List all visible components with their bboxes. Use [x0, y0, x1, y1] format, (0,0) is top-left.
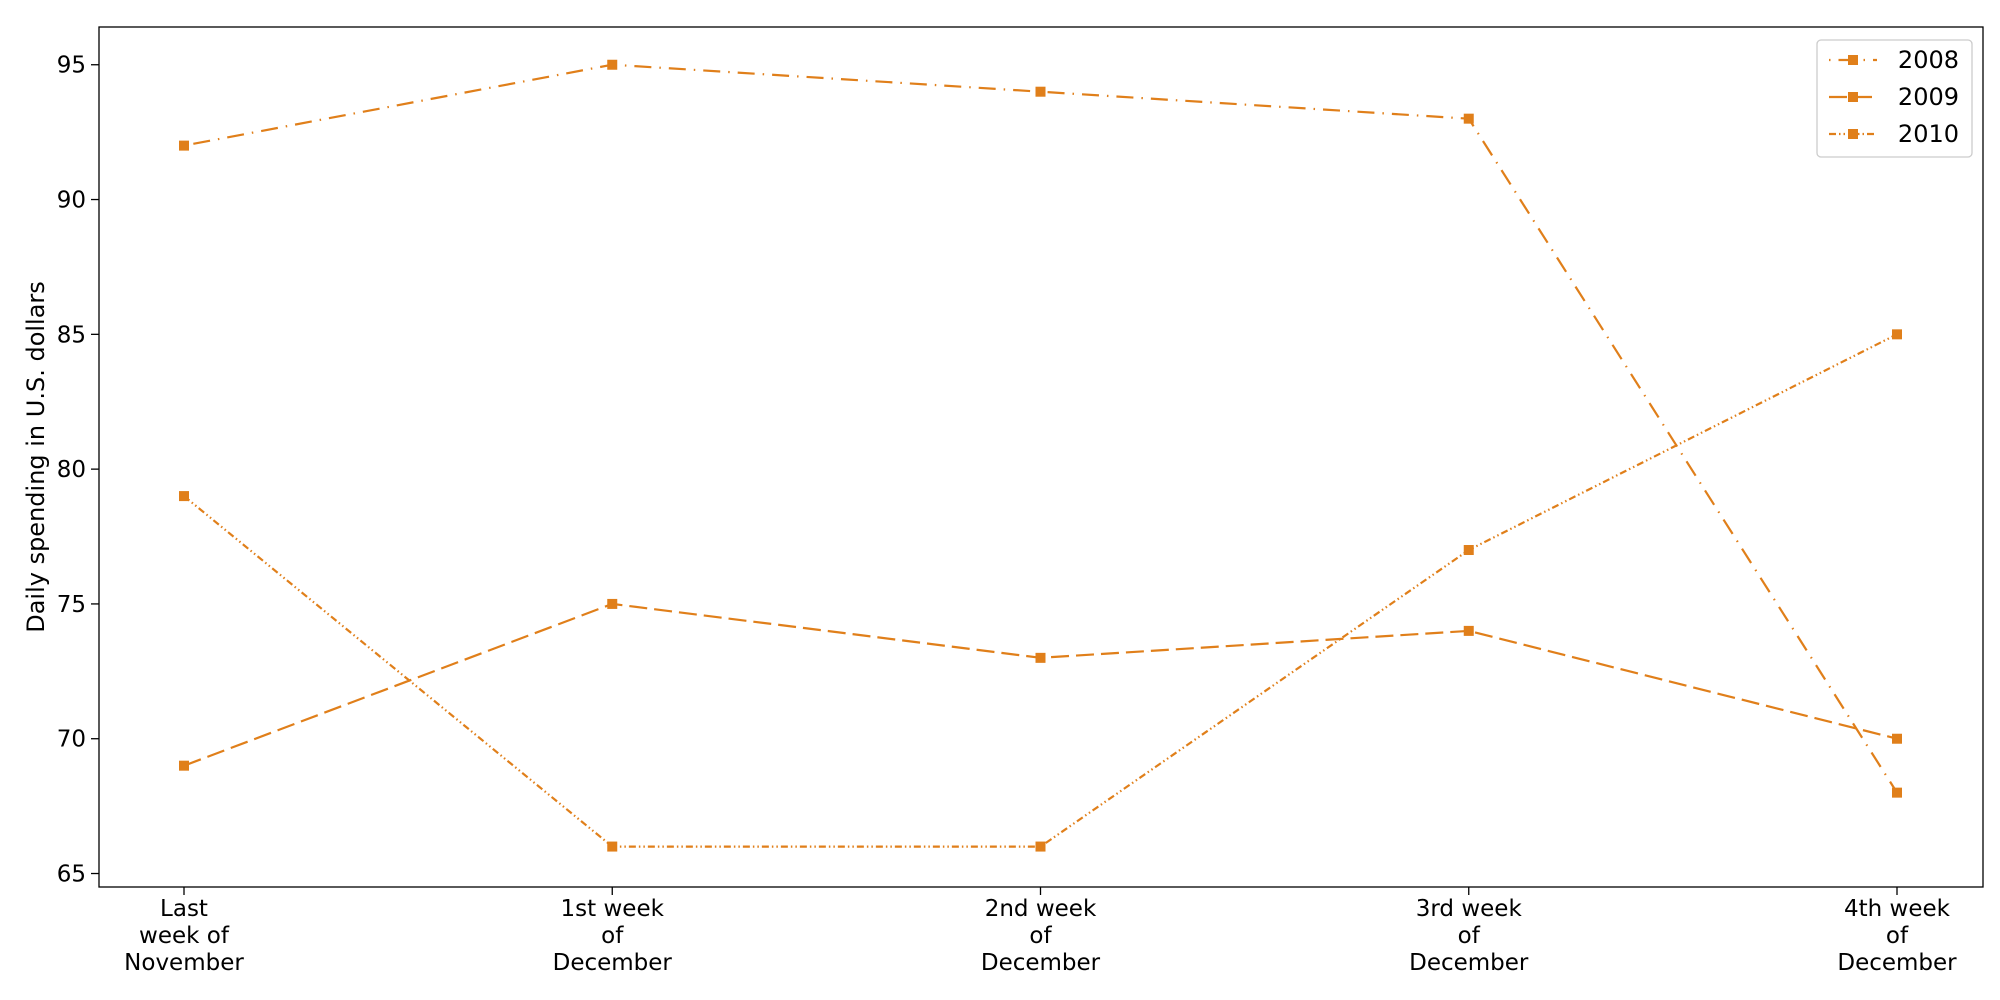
y-tick-label: 75 [57, 592, 86, 618]
y-tick-label: 95 [57, 53, 86, 79]
y-axis-title: Daily spending in U.S. dollars [22, 281, 50, 633]
data-point [1463, 113, 1474, 124]
series-layer [179, 59, 1902, 852]
legend-box [1816, 39, 1973, 158]
series-2010 [179, 329, 1902, 852]
y-tick-label: 65 [57, 862, 86, 888]
series-line [183, 63, 1898, 794]
legend-label: 2009 [1898, 83, 1959, 111]
plot-area [98, 26, 1984, 888]
legend-marker [1848, 129, 1858, 139]
legend-marker [1848, 55, 1858, 65]
series-2009 [179, 598, 1902, 771]
data-point [1892, 329, 1902, 340]
x-axis: Last week of November 1st week of December 2nd… [124, 887, 1957, 976]
data-point [1463, 625, 1474, 636]
x-tick-label: 1st week of December [553, 896, 673, 976]
legend-entry-2008: 2008 [1829, 46, 1959, 74]
data-point [1035, 652, 1046, 663]
legend: 2008 2009 2010 [1816, 39, 1973, 158]
data-point [179, 491, 189, 502]
x-tick-label: Last week of November [124, 896, 244, 976]
data-point [1035, 86, 1046, 97]
legend-marker [1848, 92, 1858, 102]
legend-label: 2008 [1898, 46, 1959, 74]
data-point [1035, 841, 1046, 852]
y-axis: 65 70 75 80 85 90 95 [57, 53, 99, 888]
data-point [607, 598, 618, 609]
data-point [1892, 733, 1902, 744]
data-point [607, 841, 618, 852]
legend-entry-2010: 2010 [1829, 120, 1959, 148]
x-tick-label: 2nd week of December [981, 896, 1101, 976]
data-point [1892, 787, 1902, 798]
data-point [1463, 545, 1474, 556]
legend-entry-2009: 2009 [1829, 83, 1959, 111]
y-tick-label: 90 [57, 188, 86, 214]
data-point [607, 59, 618, 70]
y-tick-label: 80 [57, 457, 86, 483]
y-tick-label: 70 [57, 727, 86, 753]
x-tick-label: 4th week of December [1837, 896, 1957, 976]
x-tick-label: 3rd week of December [1409, 896, 1529, 976]
legend-label: 2010 [1898, 120, 1959, 148]
y-tick-label: 85 [57, 322, 86, 348]
data-point [179, 760, 189, 771]
series-2008 [179, 59, 1902, 798]
data-point [179, 140, 189, 151]
